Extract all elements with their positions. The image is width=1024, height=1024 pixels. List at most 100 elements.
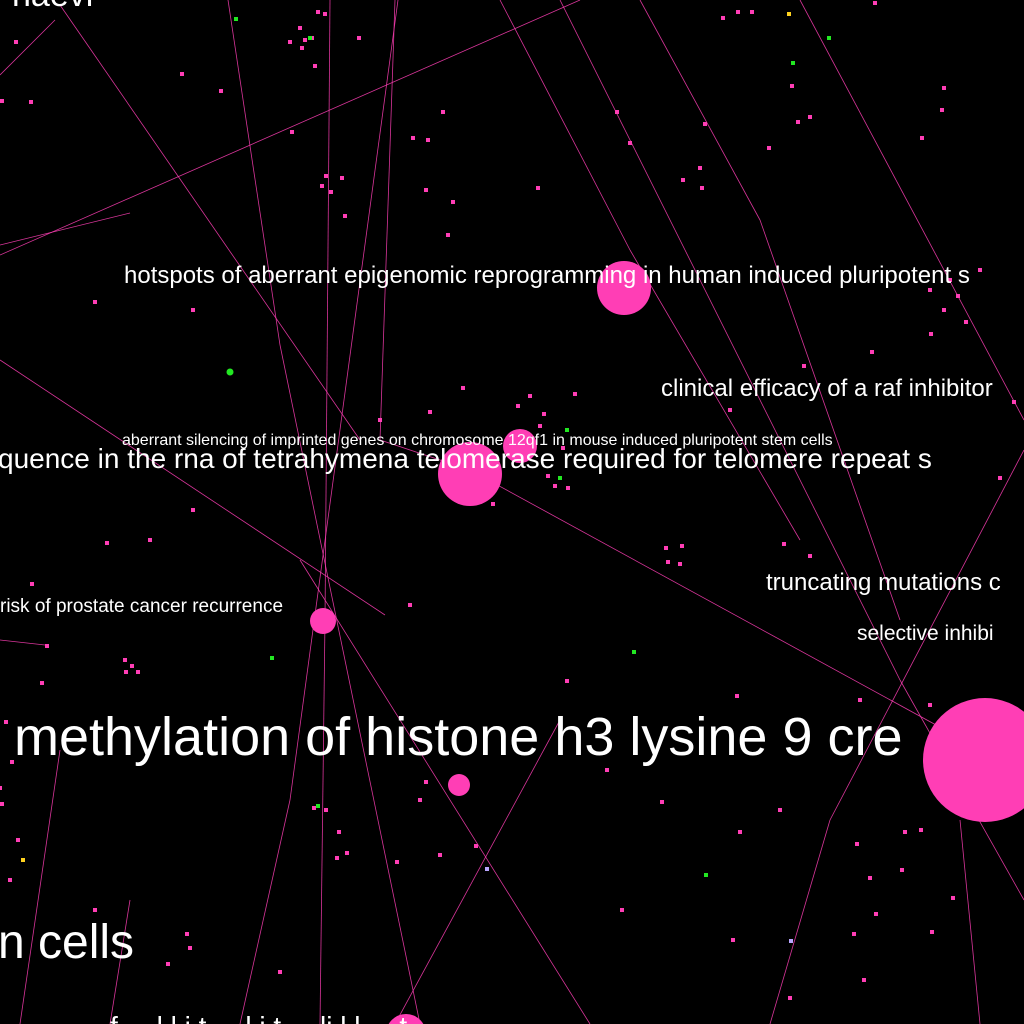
graph-node-small[interactable]: [736, 10, 740, 14]
graph-node-small[interactable]: [438, 853, 442, 857]
graph-node-small[interactable]: [320, 184, 324, 188]
graph-node-small[interactable]: [395, 860, 399, 864]
graph-node-small[interactable]: [45, 644, 49, 648]
graph-node-small[interactable]: [808, 115, 812, 119]
graph-node-small[interactable]: [30, 582, 34, 586]
graph-node-small[interactable]: [605, 768, 609, 772]
graph-node-small[interactable]: [270, 656, 274, 660]
graph-node-small[interactable]: [703, 122, 707, 126]
graph-node-small[interactable]: [767, 146, 771, 150]
graph-node-small[interactable]: [290, 130, 294, 134]
graph-node-small[interactable]: [680, 544, 684, 548]
graph-node-small[interactable]: [424, 780, 428, 784]
graph-node-small[interactable]: [1018, 726, 1022, 730]
graph-node-small[interactable]: [808, 554, 812, 558]
graph-node-small[interactable]: [491, 502, 495, 506]
graph-node-small[interactable]: [929, 332, 933, 336]
graph-node-small[interactable]: [340, 176, 344, 180]
graph-node-small[interactable]: [166, 962, 170, 966]
graph-node-small[interactable]: [704, 873, 708, 877]
graph-node-small[interactable]: [787, 12, 791, 16]
label-histone-methylation[interactable]: methylation of histone h3 lysine 9 cre: [14, 707, 903, 767]
graph-node-small[interactable]: [919, 828, 923, 832]
graph-node-small[interactable]: [451, 200, 455, 204]
graph-node-small[interactable]: [750, 10, 754, 14]
graph-node-small[interactable]: [660, 800, 664, 804]
graph-node-small[interactable]: [148, 538, 152, 542]
graph-node-small[interactable]: [298, 26, 302, 30]
graph-node-small[interactable]: [942, 308, 946, 312]
graph-node-small[interactable]: [278, 970, 282, 974]
graph-node-small[interactable]: [335, 856, 339, 860]
graph-node-small[interactable]: [345, 851, 349, 855]
graph-node-small[interactable]: [664, 546, 668, 550]
graph-node-small[interactable]: [234, 17, 238, 21]
graph-node-small[interactable]: [313, 64, 317, 68]
graph-node-small[interactable]: [528, 394, 532, 398]
graph-node-small[interactable]: [731, 938, 735, 942]
graph-node-small[interactable]: [930, 930, 934, 934]
graph-node-small[interactable]: [561, 446, 565, 450]
graph-node-small[interactable]: [666, 560, 670, 564]
graph-node-small[interactable]: [620, 908, 624, 912]
graph-node-small[interactable]: [343, 214, 347, 218]
graph-node-small[interactable]: [1012, 400, 1016, 404]
graph-node-small[interactable]: [942, 86, 946, 90]
graph-node-small[interactable]: [964, 320, 968, 324]
graph-node-small[interactable]: [191, 508, 195, 512]
graph-node-small[interactable]: [721, 16, 725, 20]
graph-node-small[interactable]: [558, 476, 562, 480]
graph-node-small[interactable]: [485, 867, 489, 871]
graph-node-small[interactable]: [424, 188, 428, 192]
graph-node-small[interactable]: [920, 136, 924, 140]
graph-node-small[interactable]: [418, 798, 422, 802]
graph-node-small[interactable]: [426, 138, 430, 142]
graph-node-small[interactable]: [8, 878, 12, 882]
label-truncating-mutations[interactable]: truncating mutations c: [766, 569, 1001, 596]
graph-node-small[interactable]: [411, 136, 415, 140]
graph-node-small[interactable]: [790, 84, 794, 88]
graph-node-small[interactable]: [796, 120, 800, 124]
graph-node-small[interactable]: [40, 681, 44, 685]
graph-node-small[interactable]: [565, 428, 569, 432]
graph-node-small[interactable]: [928, 703, 932, 707]
graph-node-small[interactable]: [542, 412, 546, 416]
graph-node-small[interactable]: [0, 786, 2, 790]
graph-node-large[interactable]: [386, 1014, 426, 1024]
graph-node-small[interactable]: [855, 842, 859, 846]
graph-node-small[interactable]: [698, 166, 702, 170]
graph-node-small[interactable]: [681, 178, 685, 182]
graph-node-small[interactable]: [93, 300, 97, 304]
graph-node-small[interactable]: [870, 350, 874, 354]
label-bottom-partial[interactable]: f ... l l i t ... l i t ... li l l ... t: [110, 1011, 407, 1024]
graph-node-small[interactable]: [778, 808, 782, 812]
label-raf-inhibitor[interactable]: clinical efficacy of a raf inhibitor: [661, 375, 993, 402]
graph-node-small[interactable]: [324, 808, 328, 812]
label-imprinted-genes[interactable]: aberrant silencing of imprinted genes on…: [122, 432, 833, 449]
graph-node-small[interactable]: [136, 670, 140, 674]
graph-node-small[interactable]: [951, 896, 955, 900]
graph-node-small[interactable]: [312, 806, 316, 810]
graph-node-small[interactable]: [728, 408, 732, 412]
graph-node-small[interactable]: [10, 760, 14, 764]
graph-node-small[interactable]: [546, 474, 550, 478]
graph-node-small[interactable]: [782, 542, 786, 546]
label-naevi[interactable]: naevi: [12, 0, 93, 14]
graph-node-small[interactable]: [852, 932, 856, 936]
graph-node-small[interactable]: [874, 912, 878, 916]
graph-node-small[interactable]: [428, 410, 432, 414]
graph-node-small[interactable]: [105, 541, 109, 545]
graph-node-small[interactable]: [16, 838, 20, 842]
graph-node-large[interactable]: [503, 429, 537, 463]
graph-node-small[interactable]: [288, 40, 292, 44]
graph-node-small[interactable]: [565, 679, 569, 683]
graph-node-small[interactable]: [124, 670, 128, 674]
graph-node-small[interactable]: [324, 174, 328, 178]
graph-node-small[interactable]: [868, 876, 872, 880]
graph-node-small[interactable]: [862, 978, 866, 982]
graph-node-small[interactable]: [615, 110, 619, 114]
graph-node-small[interactable]: [632, 650, 636, 654]
graph-node-small[interactable]: [357, 36, 361, 40]
graph-node-small[interactable]: [538, 424, 542, 428]
graph-node-small[interactable]: [0, 99, 4, 103]
